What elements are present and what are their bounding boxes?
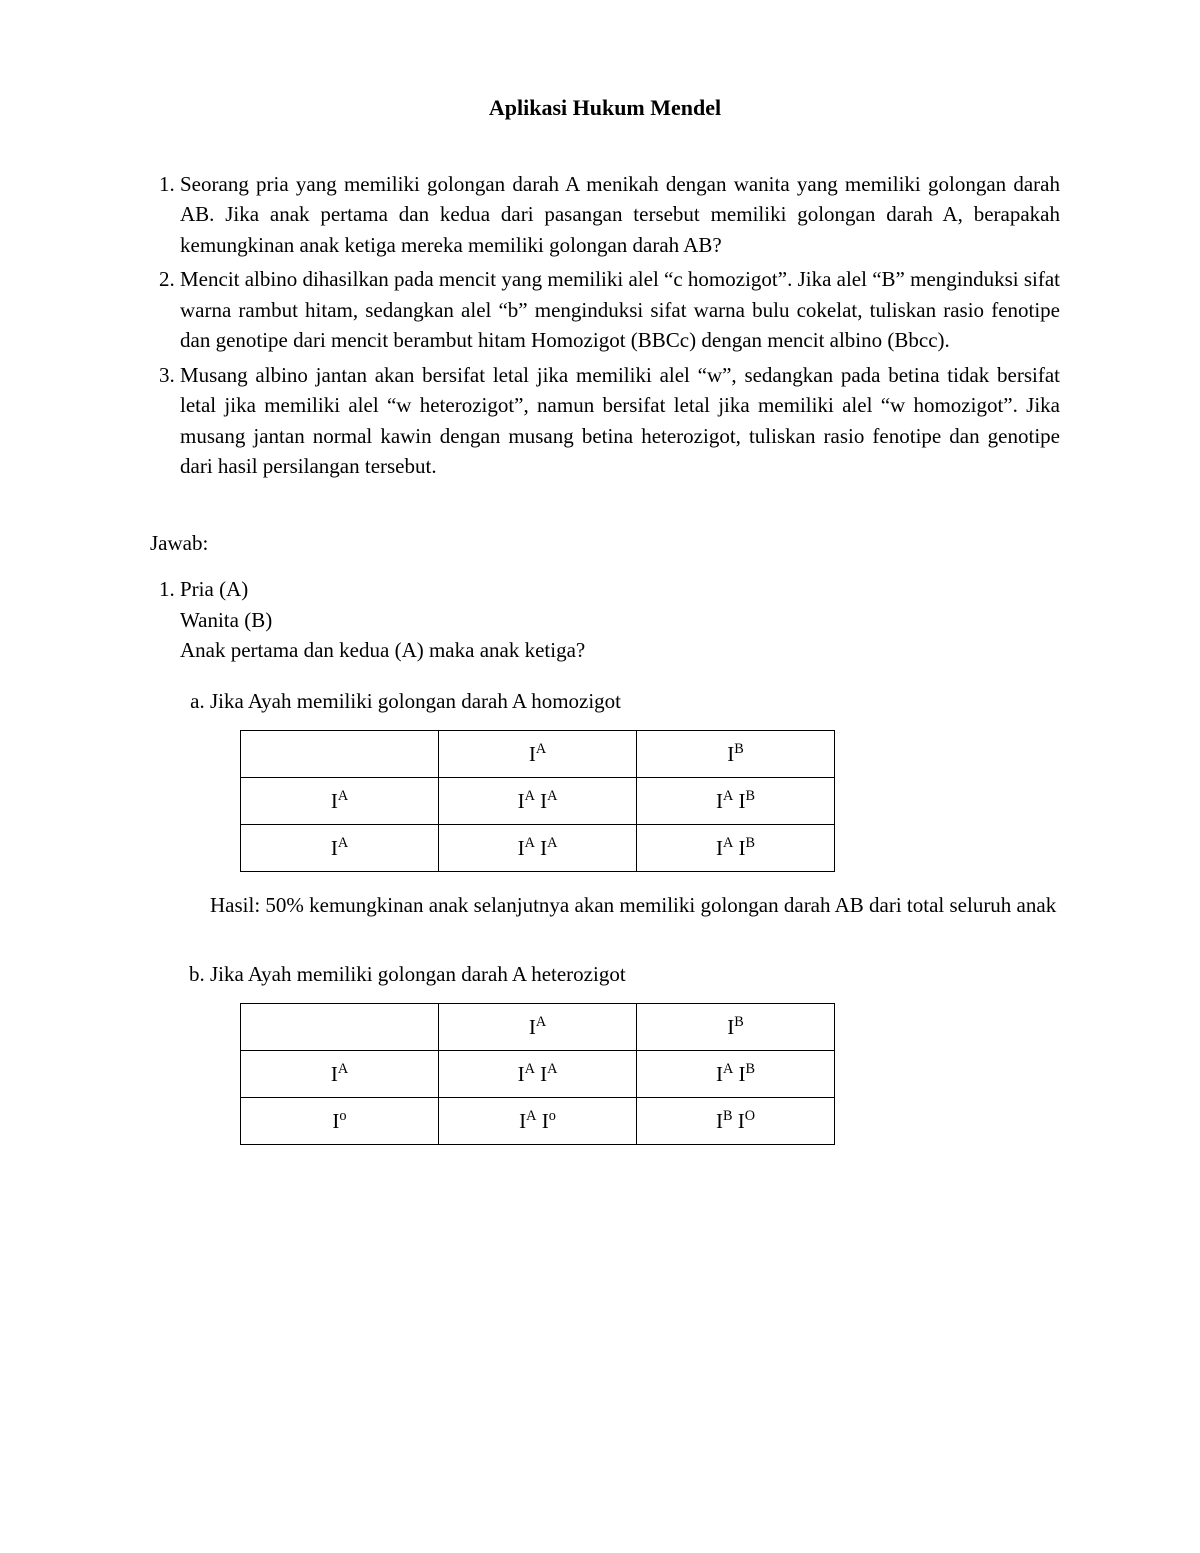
answer-line: Wanita (B) xyxy=(180,605,1060,635)
question-item: Musang albino jantan akan bersifat letal… xyxy=(180,360,1060,482)
answer-body: Pria (A) Wanita (B) Anak pertama dan ked… xyxy=(180,574,1060,665)
page-title: Aplikasi Hukum Mendel xyxy=(150,95,1060,121)
cell-empty xyxy=(241,731,439,778)
result-text: Hasil: 50% kemungkinan anak selanjutnya … xyxy=(210,890,1060,920)
sub-answer-item: Jika Ayah memiliki golongan darah A homo… xyxy=(210,686,1060,921)
cell-allele: IA xyxy=(439,731,637,778)
answer-line: Pria (A) xyxy=(180,574,1060,604)
cell-allele: IA xyxy=(439,1004,637,1051)
cell-allele: IB IO xyxy=(637,1098,835,1145)
document-page: Aplikasi Hukum Mendel Seorang pria yang … xyxy=(0,0,1200,1553)
cell-allele: IA xyxy=(241,1051,439,1098)
table-row: IA IB xyxy=(241,731,835,778)
cell-allele: IA xyxy=(241,778,439,825)
punnett-table-a: IA IB IA IA IA IA IB IA IA IA IA IB xyxy=(240,730,835,872)
cell-allele: IA Io xyxy=(439,1098,637,1145)
table-row: IA IB xyxy=(241,1004,835,1051)
question-item: Mencit albino dihasilkan pada mencit yan… xyxy=(180,264,1060,355)
sub-answer-label: Jika Ayah memiliki golongan darah A homo… xyxy=(210,686,1060,716)
cell-allele: IA IB xyxy=(637,825,835,872)
cell-allele: IA xyxy=(241,825,439,872)
table-row: IA IA IA IA IB xyxy=(241,1051,835,1098)
cell-empty xyxy=(241,1004,439,1051)
sub-answer-label: Jika Ayah memiliki golongan darah A hete… xyxy=(210,959,1060,989)
answer-item: Pria (A) Wanita (B) Anak pertama dan ked… xyxy=(180,574,1060,1145)
punnett-table-b: IA IB IA IA IA IA IB Io IA Io IB IO xyxy=(240,1003,835,1145)
table-row: IA IA IA IA IB xyxy=(241,778,835,825)
cell-allele: Io xyxy=(241,1098,439,1145)
question-item: Seorang pria yang memiliki golongan dara… xyxy=(180,169,1060,260)
question-list: Seorang pria yang memiliki golongan dara… xyxy=(150,169,1060,481)
sub-answer-list: Jika Ayah memiliki golongan darah A homo… xyxy=(180,686,1060,1145)
answer-heading: Jawab: xyxy=(150,531,1060,556)
table-row: Io IA Io IB IO xyxy=(241,1098,835,1145)
answer-list: Pria (A) Wanita (B) Anak pertama dan ked… xyxy=(150,574,1060,1145)
answer-line: Anak pertama dan kedua (A) maka anak ket… xyxy=(180,635,1060,665)
sub-answer-item: Jika Ayah memiliki golongan darah A hete… xyxy=(210,959,1060,1145)
cell-allele: IB xyxy=(637,1004,835,1051)
cell-allele: IA IB xyxy=(637,778,835,825)
cell-allele: IA IA xyxy=(439,778,637,825)
cell-allele: IB xyxy=(637,731,835,778)
cell-allele: IA IB xyxy=(637,1051,835,1098)
table-row: IA IA IA IA IB xyxy=(241,825,835,872)
cell-allele: IA IA xyxy=(439,1051,637,1098)
cell-allele: IA IA xyxy=(439,825,637,872)
